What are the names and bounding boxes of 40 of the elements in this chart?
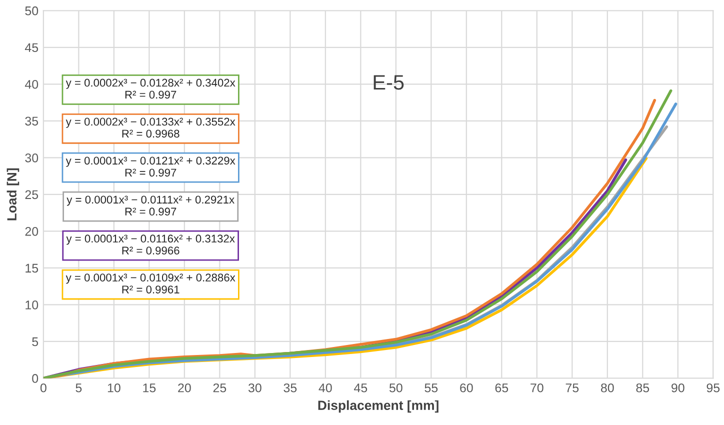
y-tick-label: 30 (25, 153, 38, 162)
y-tick-label: 25 (25, 190, 38, 200)
x-tick-label: 5 (76, 384, 82, 392)
x-tick-label: 15 (143, 384, 156, 392)
x-tick-label: 90 (672, 383, 684, 392)
y-tick-label: 20 (25, 227, 38, 236)
x-tick-label: 20 (178, 383, 191, 392)
x-tick-label: 10 (108, 383, 120, 392)
x-tick-label: 60 (460, 383, 473, 392)
x-tick-label: 95 (706, 383, 720, 392)
y-tick-label: 50 (25, 6, 38, 16)
x-tick-label: 25 (213, 383, 226, 392)
x-tick-label: 50 (389, 383, 402, 392)
x-tick-label: 55 (424, 384, 438, 392)
x-tick-label: 75 (566, 384, 579, 392)
x-tick-label: 40 (318, 383, 332, 392)
x-axis-title: Displacement [mm] (318, 400, 438, 413)
x-tick-label: 0 (40, 383, 46, 392)
y-tick-label: 15 (26, 264, 38, 273)
x-tick-label: 70 (530, 383, 544, 392)
annotation: y = 0.0002x³ − 0.0133x² + 0.3552x R² = 0.9968 (66, 118, 236, 138)
x-tick-label: 35 (284, 383, 297, 392)
y-axis-title: Load [N] (6, 168, 20, 220)
x-tick-label: 85 (636, 383, 650, 392)
y-tick-label: 40 (24, 80, 38, 89)
x-tick-label: 45 (354, 384, 368, 392)
y-tick-label: 0 (32, 374, 38, 383)
text: E-5 (374, 75, 404, 90)
annotation: y = 0.0001x³ − 0.0121x² + 0.3229x R² = 0.997 (66, 156, 236, 177)
annotation: y = 0.0001x³ − 0.0109x² + 0.2886x R² = 0.9961 (66, 274, 236, 294)
y-tick-label: 45 (24, 43, 38, 52)
y-tick-label: 5 (32, 337, 38, 346)
annotation: y = 0.0001x³ − 0.0111x² + 0.2921x R² = 0.997 (66, 196, 234, 216)
y-tick-label: 10 (26, 300, 38, 310)
x-tick-label: 80 (600, 383, 614, 392)
annotation: y = 0.0001x³ − 0.0116x² + 0.3132x R² = 0.9966 (66, 234, 235, 255)
x-tick-label: 65 (495, 383, 508, 392)
y-tick-label: 35 (25, 116, 38, 126)
annotation: y = 0.0002x³ − 0.0128x² + 0.3402x R² = 0.997 (66, 78, 236, 99)
x-tick-label: 30 (248, 383, 262, 392)
